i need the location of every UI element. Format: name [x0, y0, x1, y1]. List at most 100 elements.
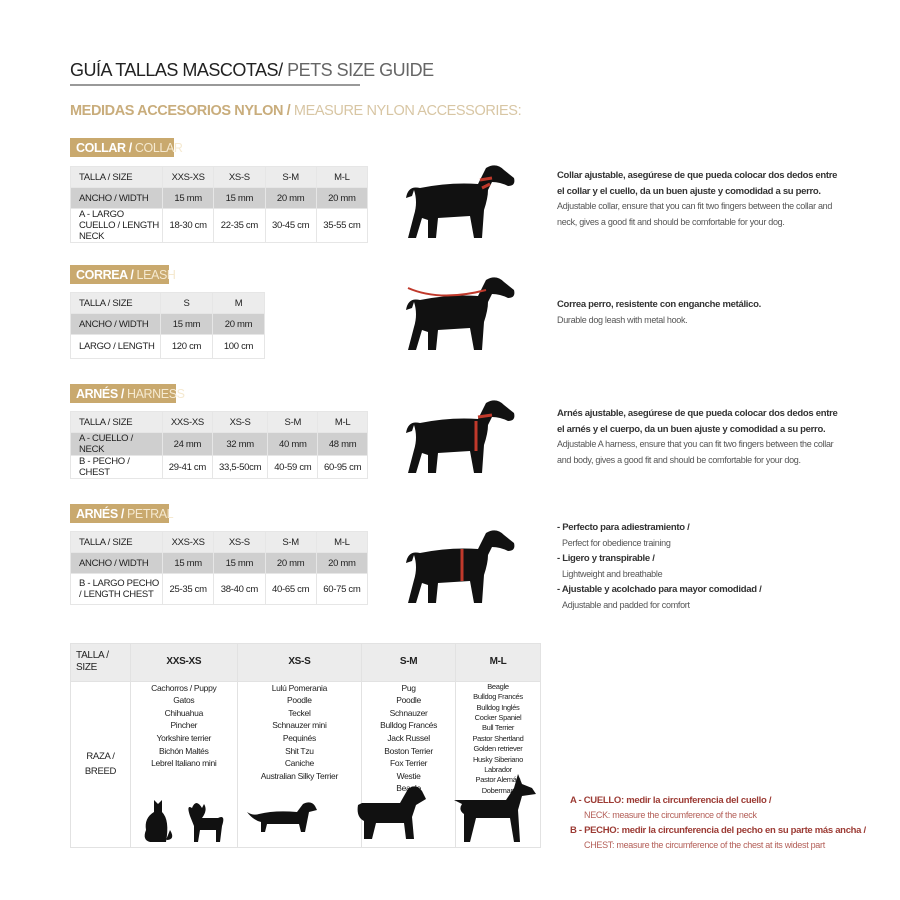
breed-name: Pastor Alemán — [475, 775, 521, 785]
breed-name: Boston Terrier — [384, 745, 433, 756]
cell: M-L — [315, 166, 369, 188]
breed-name: Fox Terrier — [390, 758, 428, 769]
dog-collar-icon — [406, 165, 515, 238]
feature-es: - Ajustable y acolchado para mayor comod… — [557, 584, 762, 595]
tag-es: COLLAR / — [76, 141, 135, 155]
cell: TALLA / SIZE — [70, 643, 131, 682]
desc-es: Arnés ajustable, asegúrese de que pueda … — [557, 408, 838, 435]
page-title: GUÍA TALLAS MASCOTAS/ PETS SIZE GUIDE — [70, 60, 434, 86]
cell: XS-S — [236, 643, 363, 682]
cell: S-M — [267, 411, 319, 433]
breed-name: Bull Terrier — [481, 723, 515, 733]
subtitle-en: MEASURE NYLON ACCESSORIES: — [293, 103, 522, 119]
title-en: PETS SIZE GUIDE — [282, 60, 434, 80]
tag-es: ARNÉS / — [76, 387, 127, 401]
doberman-icon — [454, 774, 536, 842]
cell: XXS-XS — [162, 411, 213, 433]
cell: XS-S — [213, 166, 266, 188]
cell: LARGO / LENGTH — [70, 334, 161, 359]
cell: 60-95 cm — [317, 455, 368, 479]
dachshund-icon — [247, 802, 317, 832]
tag-en: LEASH — [136, 268, 176, 282]
breed-name: Lulú Pomerania — [271, 682, 328, 693]
feature-en: Adjustable and padded for comfort — [562, 599, 690, 610]
petral-table: TALLA / SIZE XXS-XS XS-S S-M M-L ANCHO / WID… — [70, 531, 369, 605]
cell: 15 mm — [213, 552, 266, 574]
breed-name: Husky Siberiano — [472, 754, 524, 764]
breed-name: Schnauzer mini — [272, 720, 327, 731]
note-en: NECK: measure the circumference of the n… — [584, 810, 757, 820]
cell: M-L — [315, 531, 369, 553]
tag-en: HARNESS — [126, 387, 185, 401]
measurement-notes: A - CUELLO: medir la circunferencia del … — [570, 793, 870, 853]
breed-name: Poodle — [396, 695, 421, 706]
tag-es: CORREA / — [76, 268, 137, 282]
breed-name: Labrador — [484, 764, 512, 774]
breed-name: Schnauzer — [389, 707, 428, 718]
cell: XXS-XS — [130, 643, 238, 682]
cell: 20 mm — [264, 552, 317, 574]
breed-name: Pastor Shertland — [472, 733, 524, 743]
leash-tag: CORREA / LEASH — [70, 265, 176, 284]
feature-es: - Perfecto para adiestramiento / — [557, 522, 690, 533]
breed-name: Caniche — [284, 758, 314, 769]
breed-name: Shit Tzu — [285, 745, 314, 756]
cell: 18-30 cm — [161, 208, 215, 243]
cell: 60-75 cm — [315, 573, 369, 605]
cell: B - PECHO / CHEST — [70, 455, 163, 479]
cell: ANCHO / WIDTH — [70, 187, 163, 209]
dog-petral-icon — [406, 530, 515, 603]
desc-en: Durable dog leash with metal hook. — [557, 314, 688, 325]
desc-en: Adjustable A harness, ensure that you ca… — [557, 439, 834, 465]
breed-row-label: RAZA / BREED — [70, 680, 131, 849]
cell: 20 mm — [212, 313, 265, 335]
desc-en: Adjustable collar, ensure that you can f… — [557, 201, 833, 227]
petral-tag: ARNÉS / PETRAL — [70, 504, 174, 523]
cell: M — [212, 292, 265, 314]
cell: 120 cm — [160, 334, 213, 359]
breed-name: Bulldog Inglés — [476, 702, 520, 712]
leash-table: TALLA / SIZE S M ANCHO / WIDTH 15 mm 20 mm L… — [70, 292, 265, 359]
cell: 48 mm — [317, 432, 368, 456]
harness-table: TALLA / SIZE XXS-XS XS-S S-M M-L A - CUELLO … — [70, 411, 368, 479]
cell: ANCHO / WIDTH — [70, 313, 161, 335]
title-es: GUÍA TALLAS MASCOTAS/ — [70, 60, 283, 80]
cell: 15 mm — [161, 187, 215, 209]
cell: 24 mm — [162, 432, 213, 456]
cell: 35-55 cm — [315, 208, 369, 243]
feature-en: Perfect for obedience training — [562, 537, 671, 548]
note-es: A - CUELLO: medir la circunferencia del … — [570, 795, 772, 806]
section-subtitle: MEDIDAS ACCESORIOS NYLON / MEASURE NYLON… — [70, 103, 522, 119]
cell: XS-S — [211, 411, 269, 433]
cell: S-M — [264, 531, 317, 553]
cell: 29-41 cm — [162, 455, 213, 479]
schnauzer-icon — [357, 786, 426, 839]
harness-description: Arnés ajustable, asegúrese de que pueda … — [557, 406, 847, 468]
breed-name: Pug — [401, 682, 416, 693]
cell: XXS-XS — [161, 531, 215, 553]
breed-name: Australian Silky Terrier — [260, 770, 339, 781]
cell: 20 mm — [315, 187, 369, 209]
dog-leash-icon — [406, 277, 515, 350]
label: RAZA / BREED — [84, 751, 117, 778]
cell: 100 cm — [212, 334, 265, 359]
cell: 40-65 cm — [264, 573, 317, 605]
cell: S-M — [264, 166, 317, 188]
cell: M-L — [455, 643, 541, 682]
cell: M-L — [317, 411, 368, 433]
cell: B - LARGO PECHO / LENGTH CHEST — [70, 573, 163, 605]
breed-name: Gatos — [173, 695, 195, 706]
note-en: CHEST: measure the circumference of the … — [584, 840, 825, 850]
cell: TALLA / SIZE — [70, 531, 163, 553]
cell: 25-35 cm — [161, 573, 215, 605]
breed-name: Cachorros / Puppy — [151, 682, 217, 693]
cell: S-M — [361, 643, 456, 682]
breed-name: Pincher — [170, 720, 198, 731]
collar-tag: COLLAR / COLLAR — [70, 138, 183, 157]
cell: ANCHO / WIDTH — [70, 552, 163, 574]
breed-table: TALLA / SIZE XXS-XS XS-S S-M M-L RAZA / BREE… — [70, 643, 541, 849]
desc-es: Collar ajustable, asegúrese de que pueda… — [557, 170, 838, 197]
petral-features: - Perfecto para adiestramiento / Perfect … — [557, 520, 847, 613]
cell: XS-S — [213, 531, 266, 553]
breed-name: Bulldog Francés — [473, 692, 523, 702]
